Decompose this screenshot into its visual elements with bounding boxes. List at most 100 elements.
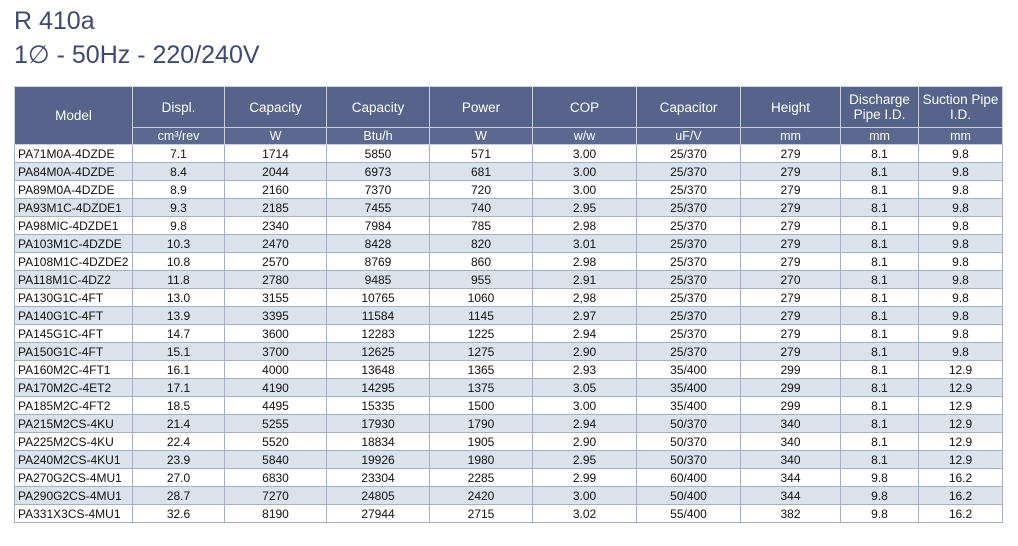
table-cell: 340: [740, 432, 841, 451]
table-cell: 8769: [326, 252, 430, 271]
column-header: Capacitor: [636, 86, 741, 128]
table-cell: 9.8: [918, 144, 1003, 163]
table-cell: 9.8: [918, 342, 1003, 361]
model-cell: PA118M1C-4DZ2: [14, 270, 133, 289]
table-cell: 8.1: [840, 288, 919, 307]
table-cell: 8.1: [840, 432, 919, 451]
table-cell: 3.00: [532, 162, 637, 181]
table-cell: 860: [429, 252, 533, 271]
table-cell: 18834: [326, 432, 430, 451]
column-header: Capacity: [224, 86, 327, 128]
table-cell: 8.1: [840, 144, 919, 163]
table-cell: 3155: [224, 288, 327, 307]
table-cell: 25/370: [636, 234, 741, 253]
table-cell: 9.3: [132, 198, 225, 217]
table-cell: 8.1: [840, 234, 919, 253]
table-cell: 1060: [429, 288, 533, 307]
table-cell: 5850: [326, 144, 430, 163]
table-cell: 8.1: [840, 216, 919, 235]
table-cell: 25/370: [636, 306, 741, 325]
column-header: COP: [532, 86, 637, 128]
table-cell: 1375: [429, 378, 533, 397]
table-cell: 27944: [326, 504, 430, 523]
model-cell: PA103M1C-4DZDE: [14, 234, 133, 253]
table-row: PA225M2CS-4KU 22.4 5520 18834 1905 2.90 50/370…: [14, 432, 1003, 451]
table-cell: 2.99: [532, 468, 637, 487]
table-cell: 8.1: [840, 414, 919, 433]
table-cell: 2.98: [532, 216, 637, 235]
model-cell: PA108M1C-4DZDE2: [14, 252, 133, 271]
table-cell: 25/370: [636, 162, 741, 181]
table-cell: 8.4: [132, 162, 225, 181]
table-cell: 344: [740, 486, 841, 505]
table-cell: 25/370: [636, 342, 741, 361]
table-cell: 279: [740, 288, 841, 307]
table-cell: 25/370: [636, 180, 741, 199]
model-cell: PA145G1C-4FT: [14, 324, 133, 343]
table-cell: 5255: [224, 414, 327, 433]
table-cell: 9.8: [840, 504, 919, 523]
table-cell: 8.1: [840, 252, 919, 271]
table-cell: 9.8: [840, 486, 919, 505]
table-row: PA84M0A-4DZDE 8.4 2044 6973 681 3.00 25/370 279…: [14, 162, 1003, 181]
table-cell: 12.9: [918, 432, 1003, 451]
table-cell: 1225: [429, 324, 533, 343]
table-cell: 8190: [224, 504, 327, 523]
table-cell: 35/400: [636, 360, 741, 379]
table-cell: 382: [740, 504, 841, 523]
table-cell: 8428: [326, 234, 430, 253]
table-cell: 785: [429, 216, 533, 235]
model-cell: PA170M2C-4ET2: [14, 378, 133, 397]
table-cell: 25/370: [636, 270, 741, 289]
table-cell: 9.8: [918, 198, 1003, 217]
table-row: PA240M2CS-4KU1 23.9 5840 19926 1980 2.95 50/37…: [14, 450, 1003, 469]
table-cell: 2160: [224, 180, 327, 199]
table-cell: 2470: [224, 234, 327, 253]
model-cell: PA93M1C-4DZDE1: [14, 198, 133, 217]
table-cell: 2340: [224, 216, 327, 235]
table-cell: 1275: [429, 342, 533, 361]
table-cell: 279: [740, 324, 841, 343]
table-cell: 14.7: [132, 324, 225, 343]
table-row: PA185M2C-4FT2 18.5 4495 15335 1500 3.00 35/400…: [14, 396, 1003, 415]
table-cell: 25/370: [636, 324, 741, 343]
table-cell: 270: [740, 270, 841, 289]
unit-header: cm³/rev: [132, 127, 225, 145]
column-header: Discharge Pipe I.D.: [840, 86, 919, 128]
table-cell: 8.1: [840, 162, 919, 181]
table-cell: 3.00: [532, 144, 637, 163]
table-row: PA215M2CS-4KU 21.4 5255 17930 1790 2.94 50/370…: [14, 414, 1003, 433]
table-cell: 17930: [326, 414, 430, 433]
table-cell: 2.94: [532, 324, 637, 343]
table-cell: 1980: [429, 450, 533, 469]
table-cell: 9.8: [132, 216, 225, 235]
table-cell: 2.97: [532, 306, 637, 325]
table-cell: 9.8: [918, 324, 1003, 343]
table-cell: 8.1: [840, 306, 919, 325]
table-cell: 50/400: [636, 486, 741, 505]
table-cell: 12.9: [918, 450, 1003, 469]
table-cell: 17.1: [132, 378, 225, 397]
column-header: Capacity: [326, 86, 430, 128]
table-row: PA170M2C-4ET2 17.1 4190 14295 1375 3.05 35/400…: [14, 378, 1003, 397]
table-cell: 1790: [429, 414, 533, 433]
table-cell: 8.1: [840, 378, 919, 397]
table-cell: 8.1: [840, 324, 919, 343]
table-row: PA118M1C-4DZ2 11.8 2780 9485 955 2.91 25/370 27…: [14, 270, 1003, 289]
table-cell: 3.02: [532, 504, 637, 523]
table-row: PA108M1C-4DZDE2 10.8 2570 8769 860 2.98 25/370…: [14, 252, 1003, 271]
table-cell: 279: [740, 252, 841, 271]
table-cell: 571: [429, 144, 533, 163]
table-cell: 25/370: [636, 252, 741, 271]
table-cell: 8.1: [840, 270, 919, 289]
table-cell: 9.8: [918, 216, 1003, 235]
table-cell: 2.94: [532, 414, 637, 433]
model-cell: PA98MIC-4DZDE1: [14, 216, 133, 235]
column-header: Model: [14, 86, 133, 145]
model-cell: PA130G1C-4FT: [14, 288, 133, 307]
table-cell: 3.00: [532, 180, 637, 199]
table-head: Model Displ. Capacity Capacity Power COP Capac…: [14, 86, 1003, 145]
table-cell: 7270: [224, 486, 327, 505]
